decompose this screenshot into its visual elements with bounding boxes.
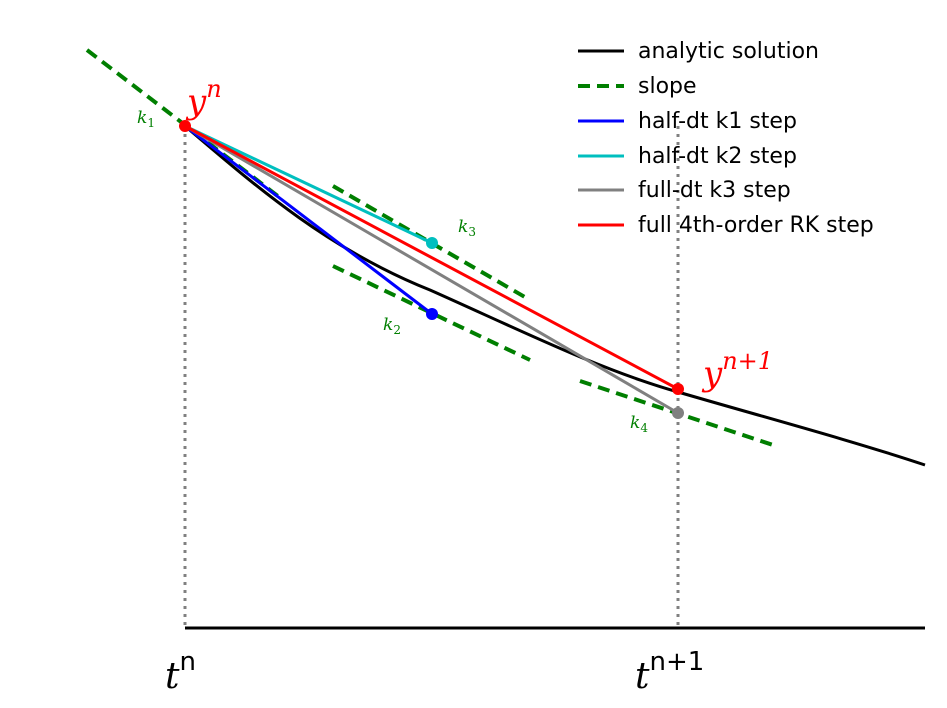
legend: analytic solution slope half-dt k1 step … bbox=[578, 39, 874, 238]
analytic-solution-curve bbox=[184, 124, 926, 467]
k1-step-point bbox=[426, 308, 438, 320]
k2-label: k2 bbox=[383, 315, 401, 337]
tn1-label: tn+1 bbox=[635, 647, 704, 697]
yn1-point bbox=[672, 383, 684, 395]
rk4-step-line bbox=[184, 124, 679, 391]
legend-label-k1-step: half-dt k1 step bbox=[638, 109, 797, 134]
legend-label-k3-step: full-dt k3 step bbox=[638, 178, 791, 203]
legend-label-slope: slope bbox=[638, 74, 697, 99]
k4-label: k4 bbox=[630, 413, 648, 435]
slope-line-k2 bbox=[332, 264, 531, 362]
k3-step-line bbox=[184, 124, 679, 415]
k2-step-line bbox=[184, 124, 433, 245]
k3-step-point bbox=[672, 407, 684, 419]
yn1-label: yn+1 bbox=[701, 347, 773, 394]
k1-label: k1 bbox=[137, 108, 155, 130]
tn-label: tn bbox=[165, 647, 196, 697]
yn-label: yn bbox=[185, 75, 222, 122]
k1-step-line bbox=[184, 124, 433, 316]
legend-label-k2-step: half-dt k2 step bbox=[638, 144, 797, 169]
k3-label: k3 bbox=[458, 217, 476, 239]
legend-label-rk4-step: full 4th-order RK step bbox=[638, 213, 874, 238]
k2-step-point bbox=[426, 237, 438, 249]
yn-point bbox=[179, 120, 191, 132]
legend-label-analytic: analytic solution bbox=[638, 39, 819, 64]
